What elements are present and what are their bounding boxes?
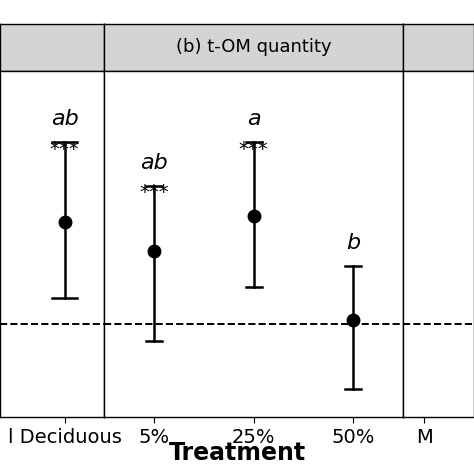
Text: ***: *** bbox=[239, 140, 268, 159]
Text: ab: ab bbox=[140, 153, 168, 173]
Text: b: b bbox=[346, 233, 360, 253]
Text: Treatment: Treatment bbox=[168, 440, 306, 465]
Text: a: a bbox=[247, 109, 260, 129]
Text: ab: ab bbox=[51, 109, 79, 129]
Text: (b) t-OM quantity: (b) t-OM quantity bbox=[176, 38, 331, 56]
Text: ***: *** bbox=[139, 183, 169, 202]
Text: ***: *** bbox=[50, 140, 80, 159]
